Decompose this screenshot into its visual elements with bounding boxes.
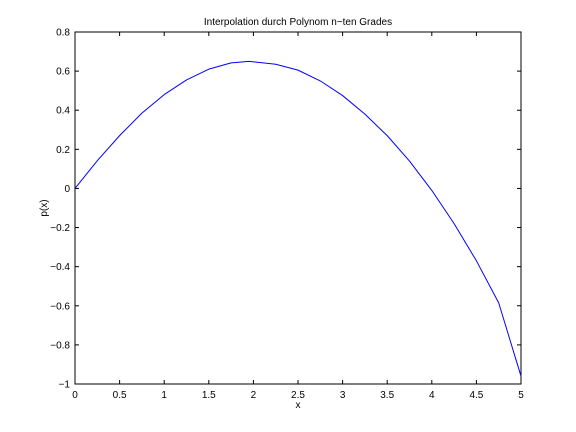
x-tick-label: 3.5 (380, 390, 394, 401)
y-axis-label: p(x) (39, 199, 50, 216)
x-tick-label: 1 (161, 390, 167, 401)
y-tick-label: 0.6 (56, 67, 70, 78)
x-tick-label: 5 (518, 390, 524, 401)
series-group (74, 60, 522, 377)
y-tick-label: −0.8 (50, 340, 70, 351)
x-tick-label: 4.5 (469, 390, 483, 401)
x-tick-label: 0 (72, 390, 78, 401)
x-tick-label: 4 (429, 390, 435, 401)
ticks-group: 0 0.5 1 1.5 2 2.5 3 3.5 4 4.5 5 −1 −0.8 −0.6 −0.4 −0.2 0… (50, 28, 524, 402)
y-tick-label: 0.8 (56, 28, 70, 39)
y-tick-label: 0.4 (56, 106, 70, 117)
chart-title: Interpolation durch Polynom n−ten Grades (204, 17, 392, 28)
y-tick-label: 0 (64, 184, 70, 195)
y-tick-label: −1 (59, 380, 71, 391)
series-line-0 (74, 60, 522, 377)
plot-area (74, 31, 522, 385)
y-tick-label: −0.2 (50, 223, 70, 234)
x-axis-label: x (296, 400, 301, 411)
y-tick-label: 0.2 (56, 145, 70, 156)
y-tick-label: −0.6 (50, 301, 70, 312)
y-tick-label: −0.4 (50, 262, 70, 273)
x-tick-label: 2 (251, 390, 257, 401)
x-tick-label: 0.5 (113, 390, 127, 401)
x-tick-label: 1.5 (202, 390, 216, 401)
x-tick-label: 2.5 (291, 390, 305, 401)
x-tick-label: 3 (340, 390, 346, 401)
